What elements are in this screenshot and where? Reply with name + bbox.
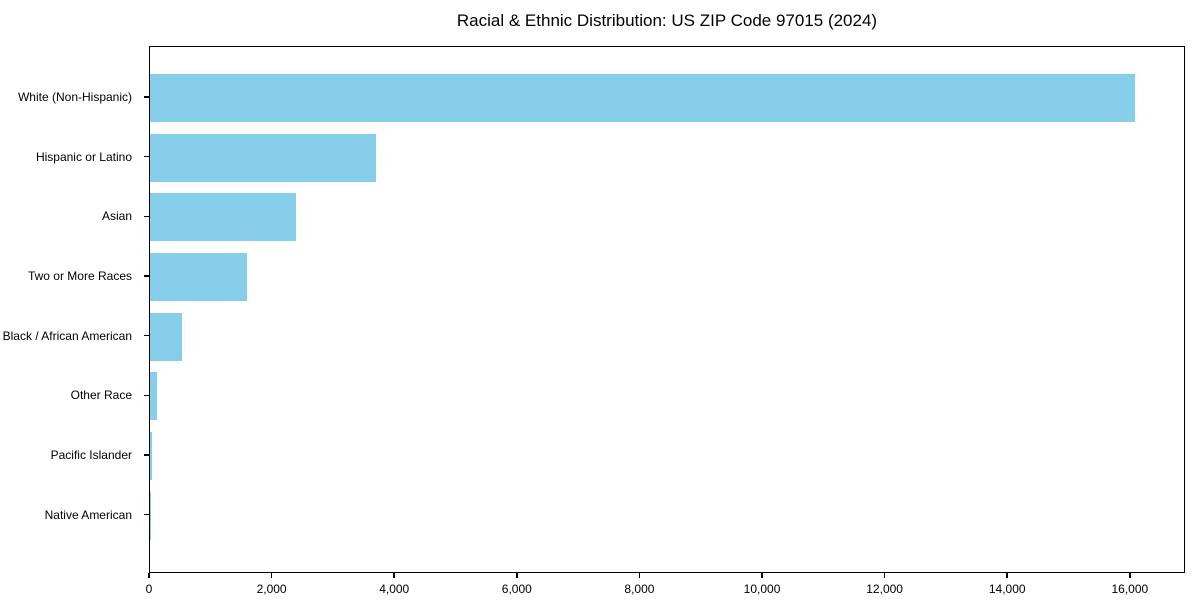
x-tick-mark (883, 573, 886, 578)
y-tick-mark (144, 394, 149, 397)
x-tick-label: 12,000 (866, 582, 903, 596)
bar (150, 372, 157, 421)
x-tick-mark (393, 573, 395, 578)
y-tick-label: Hispanic or Latino (35, 149, 132, 164)
y-tick-mark (144, 513, 149, 516)
x-tick-label: 4,000 (379, 582, 410, 596)
bar (150, 491, 151, 540)
y-tick-label: White (Non-Hispanic) (17, 90, 132, 104)
x-tick-label: 8,000 (624, 582, 655, 596)
x-tick-mark (1129, 573, 1131, 578)
bar (150, 312, 183, 361)
y-tick-mark (144, 155, 149, 158)
y-tick-label: Black / African American (2, 328, 132, 343)
bar (150, 193, 297, 242)
x-tick-mark (516, 573, 518, 578)
x-tick-label: 16,000 (1111, 582, 1149, 596)
chart-title: Racial & Ethnic Distribution: US ZIP Cod… (456, 11, 878, 30)
x-tick-label: 2,000 (256, 582, 287, 596)
x-tick-mark (638, 573, 641, 578)
bar (150, 133, 377, 182)
y-tick-mark (144, 96, 149, 98)
y-tick-label: Other Race (70, 388, 132, 403)
x-tick-label: 6,000 (501, 582, 532, 596)
x-tick-label: 10,000 (743, 582, 781, 596)
y-tick-mark (144, 215, 149, 218)
bar (150, 431, 152, 480)
y-tick-mark (144, 454, 149, 456)
bar (150, 74, 1136, 122)
x-tick-label: 0 (145, 582, 153, 596)
y-tick-mark (144, 334, 149, 337)
x-tick-mark (148, 573, 150, 578)
y-tick-label: Native American (44, 507, 132, 522)
y-tick-label: Pacific Islander (50, 447, 132, 462)
x-tick-label: 14,000 (988, 582, 1026, 596)
bar (150, 252, 247, 301)
x-tick-mark (1006, 573, 1009, 578)
x-tick-mark (761, 573, 763, 578)
plot-area (149, 46, 1185, 573)
y-tick-label: Two or More Races (27, 268, 132, 283)
y-tick-label: Asian (101, 209, 132, 224)
x-tick-mark (270, 573, 273, 578)
y-tick-mark (144, 275, 149, 277)
